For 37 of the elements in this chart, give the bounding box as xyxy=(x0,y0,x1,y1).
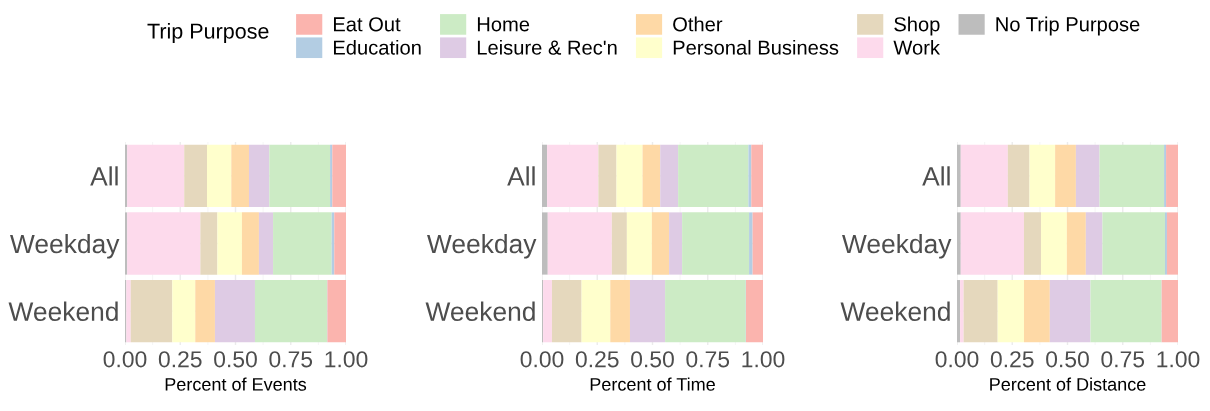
x-tick-label: 1.00 xyxy=(1157,351,1200,368)
x-tick-label: 0.50 xyxy=(1046,351,1089,368)
y-tick-label: Weekend xyxy=(8,301,118,321)
legend-label: Home xyxy=(477,17,530,32)
x-tick-label: 0.75 xyxy=(686,351,730,368)
legend-title: Trip Purpose xyxy=(147,22,269,44)
x-tick-label: 0.50 xyxy=(214,351,257,368)
legend-label: No Trip Purpose xyxy=(996,16,1140,36)
y-tick-label: Weekday xyxy=(842,233,952,259)
x-tick-label: 1.00 xyxy=(742,351,785,368)
x-tick-label: 0.25 xyxy=(158,351,202,368)
legend-label: Personal Business xyxy=(673,39,839,55)
x-tick-label: 0.00 xyxy=(935,351,979,368)
legend-label: Eat Out xyxy=(334,17,401,32)
y-tick-label: All xyxy=(507,166,535,186)
legend-label: Education xyxy=(334,39,421,55)
y-tick-label: Weekday xyxy=(10,233,120,259)
y-tick-label: All xyxy=(922,166,950,186)
x-axis-title: Percent of Events xyxy=(165,377,307,391)
x-tick-label: 1.00 xyxy=(325,351,368,368)
x-tick-label: 0.75 xyxy=(269,351,313,368)
y-tick-label: Weekday xyxy=(427,233,537,259)
y-tick-label: Weekend xyxy=(425,301,535,321)
legend-label: Other xyxy=(673,16,723,32)
x-tick-label: 0.75 xyxy=(1101,351,1145,368)
x-tick-label: 0.00 xyxy=(103,351,147,368)
x-tick-label: 0.25 xyxy=(990,351,1034,368)
x-tick-label: 0.00 xyxy=(520,351,564,368)
y-tick-label: All xyxy=(90,166,118,186)
legend-label: Shop xyxy=(894,16,940,36)
x-tick-label: 0.50 xyxy=(631,351,674,368)
x-tick-label: 0.25 xyxy=(575,351,619,368)
legend-label: Leisure & Rec'n xyxy=(477,39,617,55)
x-axis-title: Percent of Distance xyxy=(990,377,1146,391)
x-axis-title: Percent of Time xyxy=(590,377,715,391)
y-tick-label: Weekend xyxy=(840,301,950,321)
legend-label: Work xyxy=(893,39,941,55)
